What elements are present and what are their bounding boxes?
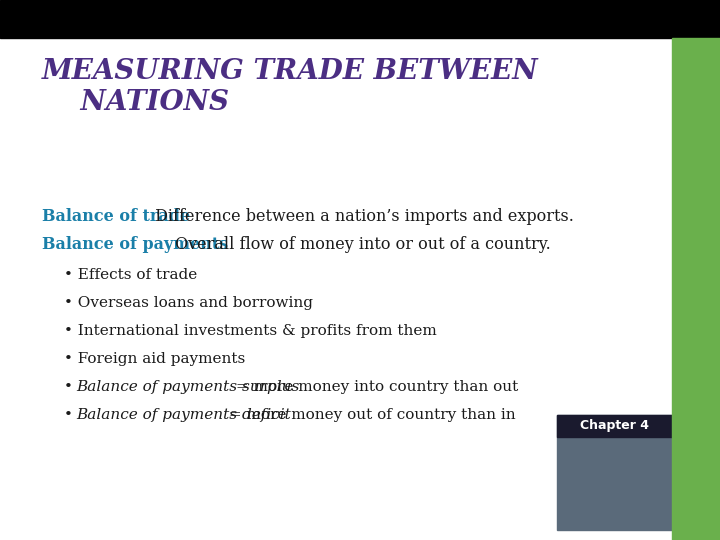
Text: Balance of trade: Balance of trade	[42, 208, 190, 225]
Text: Balance of payments surplus: Balance of payments surplus	[76, 380, 300, 394]
Text: • Overseas loans and borrowing: • Overseas loans and borrowing	[64, 296, 313, 310]
Bar	[672, 38, 720, 540]
Text: = more money out of country than in: = more money out of country than in	[224, 408, 516, 422]
Text: •: •	[64, 380, 78, 394]
Text: • Foreign aid payments: • Foreign aid payments	[64, 352, 246, 366]
Text: Balance of payments: Balance of payments	[42, 236, 228, 253]
Text: • International investments & profits from them: • International investments & profits fr…	[64, 324, 437, 338]
Text: • Effects of trade: • Effects of trade	[64, 268, 197, 282]
Bar	[0, 0, 720, 38]
Text: Chapter 4: Chapter 4	[580, 420, 649, 433]
Text: Overall flow of money into or out of a country.: Overall flow of money into or out of a c…	[170, 236, 551, 253]
Bar	[557, 415, 672, 530]
Text: MEASURING TRADE BETWEEN
    NATIONS: MEASURING TRADE BETWEEN NATIONS	[42, 58, 539, 116]
Bar	[557, 415, 672, 437]
Text: •: •	[64, 408, 78, 422]
Text: Balance of payments deficit: Balance of payments deficit	[76, 408, 291, 422]
Text: Difference between a nation’s imports and exports.: Difference between a nation’s imports an…	[150, 208, 574, 225]
Text: = more money into country than out: = more money into country than out	[231, 380, 518, 394]
